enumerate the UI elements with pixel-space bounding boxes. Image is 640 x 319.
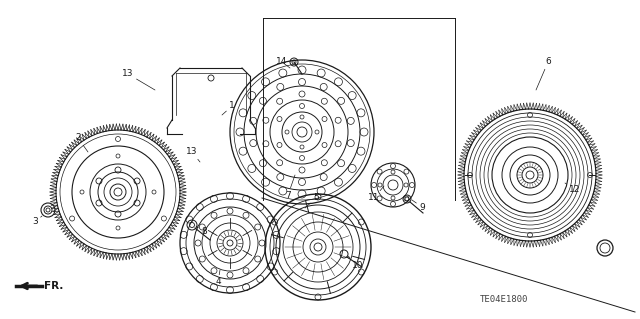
Text: 4: 4 bbox=[215, 270, 221, 286]
Text: 1: 1 bbox=[222, 101, 235, 115]
Text: FR.: FR. bbox=[44, 281, 63, 291]
Text: 6: 6 bbox=[536, 57, 551, 90]
Text: 14: 14 bbox=[276, 57, 290, 68]
Text: 8: 8 bbox=[196, 226, 207, 236]
Text: 2: 2 bbox=[75, 133, 88, 152]
Text: 7: 7 bbox=[285, 175, 295, 199]
Text: TE04E1800: TE04E1800 bbox=[480, 295, 529, 305]
Text: 13: 13 bbox=[122, 70, 155, 90]
Text: 3: 3 bbox=[32, 216, 42, 226]
Text: 13: 13 bbox=[186, 147, 200, 162]
Text: 12: 12 bbox=[565, 183, 580, 195]
Text: 11: 11 bbox=[368, 186, 384, 203]
Text: 10: 10 bbox=[348, 256, 364, 270]
Text: 9: 9 bbox=[412, 200, 425, 211]
Text: 5: 5 bbox=[305, 194, 319, 208]
